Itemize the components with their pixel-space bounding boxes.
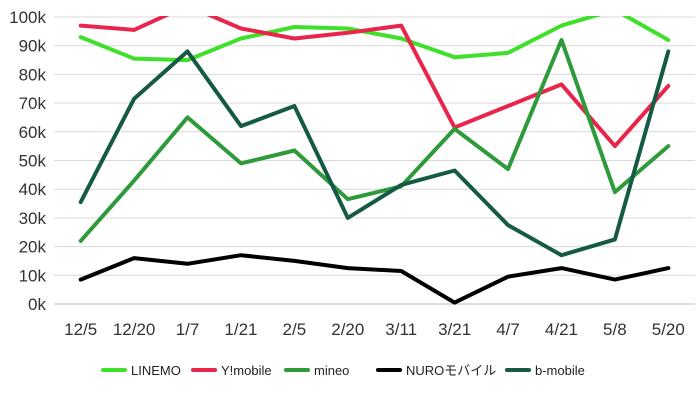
legend-label: LINEMO: [131, 363, 181, 378]
y-tick-label: 50k: [19, 152, 47, 171]
y-tick-label: 40k: [19, 180, 47, 199]
y-tick-label: 70k: [19, 94, 47, 113]
series-line-NUROモバイル: [78, 253, 671, 305]
x-tick-label: 12/5: [64, 320, 97, 339]
legend-label: Y!mobile: [221, 363, 272, 378]
series-line-b-mobile: [78, 49, 671, 258]
x-tick-label: 12/20: [113, 320, 156, 339]
y-tick-label: 100k: [9, 8, 46, 27]
series-line-Y!mobile: [78, 16, 671, 149]
y-tick-label: 20k: [19, 238, 47, 257]
y-tick-label: 80k: [19, 65, 47, 84]
y-tick-label: 10k: [19, 266, 47, 285]
y-tick-label: 60k: [19, 123, 47, 142]
legend-label: b-mobile: [535, 363, 585, 378]
x-tick-label: 1/7: [176, 320, 200, 339]
x-tick-label: 4/7: [496, 320, 520, 339]
x-tick-label: 1/21: [224, 320, 257, 339]
legend-label: NUROモバイル: [406, 363, 496, 378]
x-tick-label: 4/21: [545, 320, 578, 339]
x-tick-label: 3/11: [385, 320, 417, 339]
x-tick-label: 2/20: [331, 320, 364, 339]
y-tick-label: 30k: [19, 209, 47, 228]
x-tick-label: 5/8: [603, 320, 627, 339]
y-tick-label: 0k: [28, 295, 46, 314]
series-line-mineo: [78, 38, 671, 243]
x-tick-label: 5/20: [652, 320, 685, 339]
legend-label: mineo: [314, 363, 349, 378]
series-lines: [78, 16, 671, 305]
axis-labels: 0k 10k 20k 30k 40k 50k 60k 70k 80k 90k 100k 12/5 12/…: [9, 8, 685, 339]
x-tick-label: 2/5: [283, 320, 307, 339]
legend: LINEMO Y!mobile mineo NUROモバイル b-mobile: [101, 363, 585, 378]
y-tick-label: 90k: [19, 37, 47, 56]
x-tick-label: 3/21: [438, 320, 471, 339]
